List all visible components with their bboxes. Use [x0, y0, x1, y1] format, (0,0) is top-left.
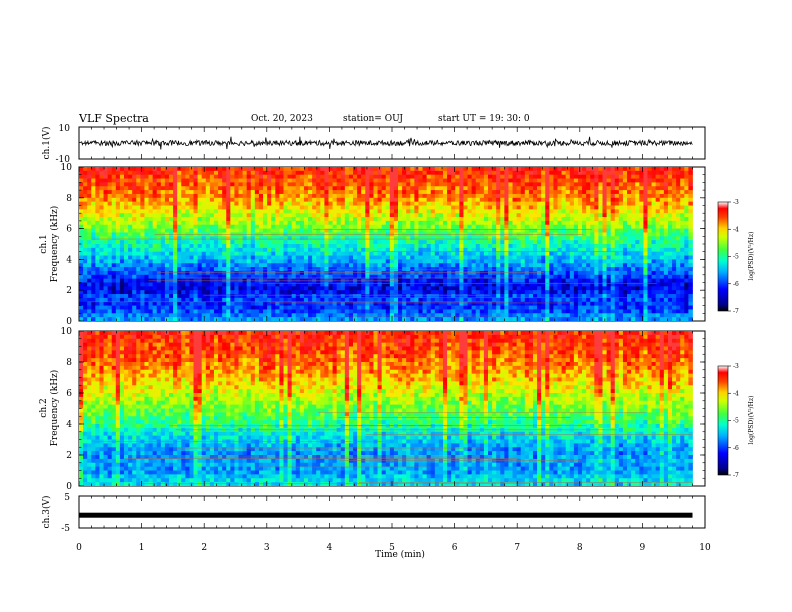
- ch1-spec-ylabel-bottom: Frequency (kHz): [49, 206, 60, 283]
- ch2-spectrogram: [79, 331, 693, 486]
- colorbar-tick-label: -5: [733, 418, 739, 425]
- xtick-label: 5: [389, 543, 395, 553]
- ytick-label: 0: [66, 482, 72, 492]
- ch1-ytick-top: 10: [59, 124, 71, 134]
- ytick-label: 0: [66, 317, 72, 327]
- ch3-waveform-line: [79, 512, 693, 518]
- ytick-label: 4: [66, 420, 72, 430]
- ch1-colorbar: -3 -4 -5 -6 -7 log(PSD)(V²/Hz): [717, 199, 755, 315]
- ytick-label: 8: [66, 358, 72, 368]
- chart-title: VLF Spectra: [79, 112, 149, 125]
- xtick-label: 10: [699, 543, 711, 553]
- ch1-ylabel: ch.1(V): [41, 127, 52, 160]
- ch3-ylabel: ch.3(V): [41, 496, 52, 529]
- ch3-ytick-top: 5: [64, 493, 70, 503]
- colorbar-tick-label: -3: [733, 199, 739, 206]
- chart-start-time: start UT = 19: 30: 0: [438, 114, 530, 124]
- ytick-label: 6: [66, 389, 72, 399]
- ch2-colorbar: -3 -4 -5 -6 -7 log(PSD)(V²/Hz): [717, 363, 755, 479]
- axis-ticks: [78, 127, 706, 528]
- ch2-spec-ylabel-top: ch.2: [39, 398, 49, 417]
- xtick-label: 6: [452, 543, 458, 553]
- ch1-spec-ylabel-top: ch.1: [39, 234, 49, 253]
- x-tick-labels: 0 1 2 3 4 5 6 7 8 9 10: [76, 543, 711, 553]
- ytick-label: 4: [66, 255, 72, 265]
- colorbar-tick-label: -5: [733, 254, 739, 261]
- ch1-colorbar-label: log(PSD)(V²/Hz): [748, 232, 755, 281]
- ch1-waveform-line: [79, 136, 693, 150]
- ytick-label: 6: [66, 225, 72, 235]
- xtick-label: 8: [577, 543, 583, 553]
- chart-date: Oct. 20, 2023: [251, 114, 313, 124]
- ytick-label: 2: [66, 451, 72, 461]
- colorbar-tick-label: -4: [733, 390, 739, 397]
- ch2-colorbar-label: log(PSD)(V²/Hz): [748, 396, 755, 445]
- xtick-label: 0: [76, 543, 82, 553]
- ytick-label: 2: [66, 286, 72, 296]
- ch2-spec-ylabel-bottom: Frequency (kHz): [49, 370, 60, 447]
- xtick-label: 1: [139, 543, 145, 553]
- ch1-ytick-bottom: -10: [56, 155, 71, 165]
- ch2-spectrogram-ytick-labels: 0 2 4 6 8 10: [61, 327, 73, 492]
- colorbar-tick-label: -6: [733, 281, 739, 288]
- ch3-ytick-bottom: -5: [61, 524, 70, 534]
- colorbar-tick-label: -4: [733, 226, 739, 233]
- ytick-label: 8: [66, 194, 72, 204]
- xtick-label: 4: [327, 543, 333, 553]
- colorbar-tick-label: -7: [733, 308, 739, 315]
- colorbar-tick-label: -6: [733, 445, 739, 452]
- ytick-label: 10: [61, 327, 73, 337]
- ytick-label: 10: [61, 163, 73, 173]
- x-axis-label: Time (min): [375, 549, 425, 560]
- ch1-spectrogram: [79, 167, 693, 321]
- colorbar-tick-label: -7: [733, 472, 739, 479]
- ch1-spectrogram-ytick-labels: 0 2 4 6 8 10: [61, 163, 73, 327]
- xtick-label: 9: [640, 543, 646, 553]
- xtick-label: 3: [264, 543, 270, 553]
- xtick-label: 7: [514, 543, 520, 553]
- chart-station: station= OUJ: [343, 114, 404, 124]
- colorbar-tick-label: -3: [733, 363, 739, 370]
- xtick-label: 2: [201, 543, 207, 553]
